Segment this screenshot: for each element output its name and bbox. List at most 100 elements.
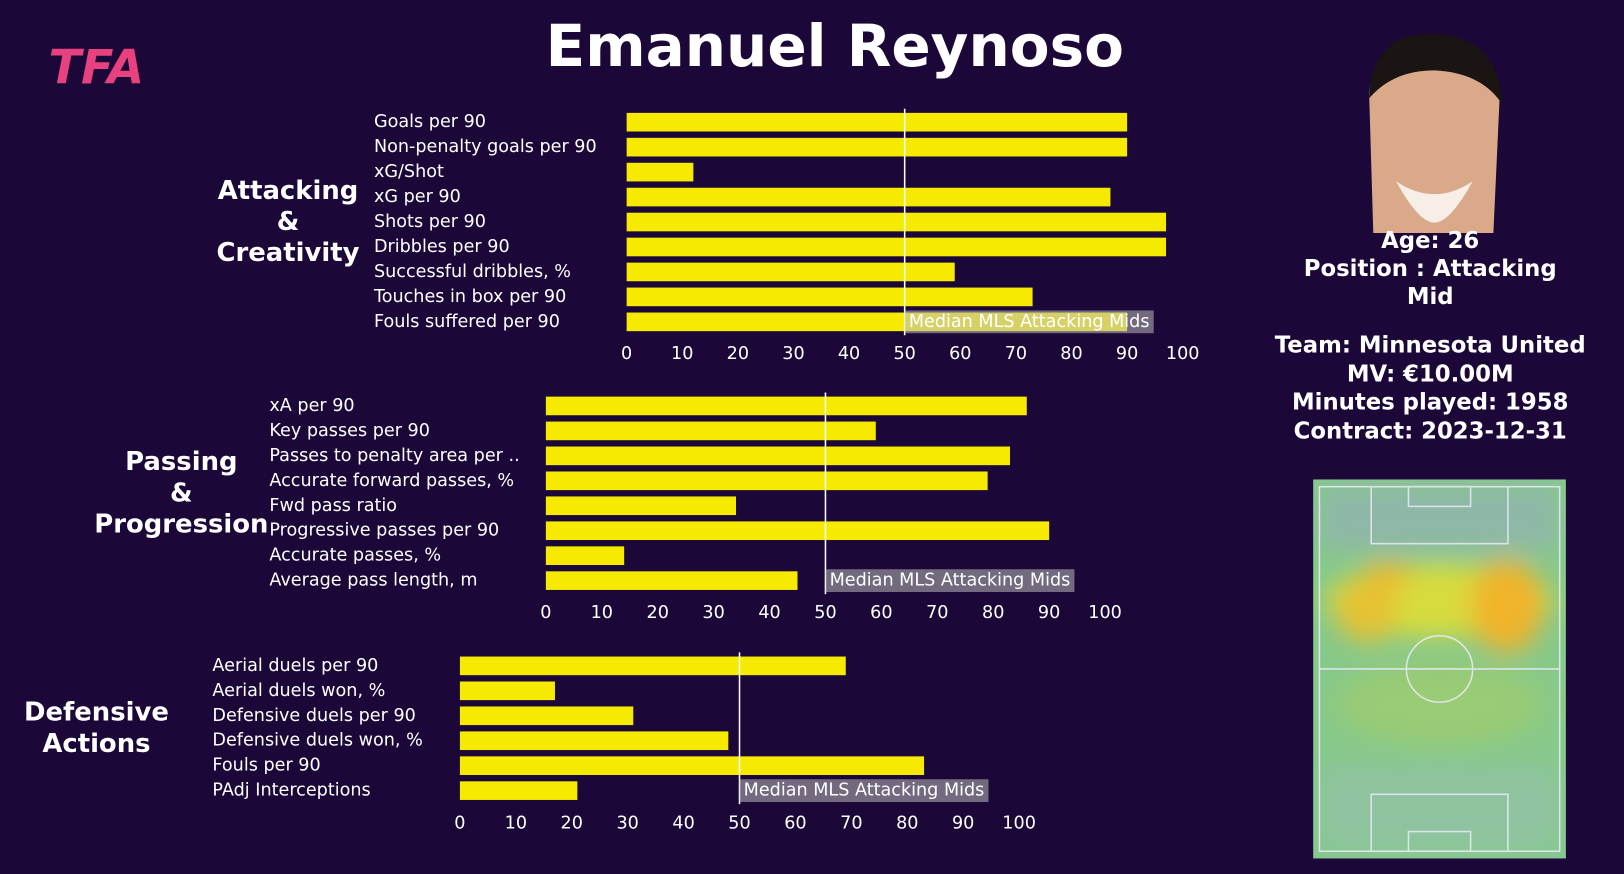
x-tick-label: 10 [671,344,693,364]
x-tick-label: 70 [926,603,948,623]
x-tick-label: 20 [561,813,583,833]
category-label: xG per 90 [374,187,461,207]
median-label-box [904,310,1154,334]
x-tick-label: 40 [672,813,694,833]
median-label: Median MLS Attacking Mids [830,571,1071,591]
category-label: Key passes per 90 [269,421,430,441]
x-tick-label: 90 [1038,603,1060,623]
category-label: Defensive duels per 90 [212,706,415,726]
bar [626,212,1167,232]
category-label: Shots per 90 [374,212,486,232]
category-label: Average pass length, m [269,571,477,591]
x-tick-label: 40 [758,603,780,623]
x-tick-label: 40 [838,344,860,364]
median-label-box [739,779,989,803]
category-label: Touches in box per 90 [373,287,566,307]
x-tick-label: 50 [728,813,750,833]
logo: TFA [49,40,145,95]
section-title: Attacking & Creativity [217,175,360,267]
x-tick-label: 60 [870,603,892,623]
x-tick-label: 20 [727,344,749,364]
x-tick-label: 30 [702,603,724,623]
player-photo [1369,34,1502,233]
bar [545,446,1010,466]
category-label: Passes to penalty area per .. [269,446,519,466]
x-tick-label: 0 [540,603,551,623]
bar-chart: Passing & Progression 0 10 20 30 40 50 60 70 80 90 10… [94,392,1122,623]
median-label: Median MLS Attacking Mids [909,312,1150,332]
category-label: Defensive duels won, % [212,731,422,751]
category-label: Non-penalty goals per 90 [374,137,597,157]
category-label: Accurate forward passes, % [269,471,514,491]
category-label: xG/Shot [374,162,444,182]
player-contract: Contract: 2023-12-31 [1294,418,1567,444]
page-title: Emanuel Reynoso [546,12,1124,80]
x-tick-label: 0 [454,813,465,833]
category-label: Aerial duels won, % [212,681,385,701]
x-tick-label: 100 [1166,344,1200,364]
bar [626,262,955,282]
section-title: Defensive Actions [24,697,169,758]
bar [545,571,798,590]
x-tick-label: 80 [1060,344,1082,364]
x-tick-label: 70 [840,813,862,833]
player-minutes: Minutes played: 1958 [1292,389,1568,415]
section-title: Passing & Progression [94,447,268,539]
bar [459,731,729,751]
category-label: Progressive passes per 90 [269,521,499,541]
player-age: Age: 26 [1381,228,1479,254]
category-label: Accurate passes, % [269,546,441,566]
bar [545,521,1050,541]
category-label: xA per 90 [269,396,354,416]
player-team: Team: Minnesota United [1275,332,1586,358]
category-label: Dribbles per 90 [374,237,510,257]
x-tick-label: 80 [982,603,1004,623]
x-tick-label: 70 [1005,344,1027,364]
median-label-box [825,569,1075,593]
x-tick-label: 60 [784,813,806,833]
bar [459,656,846,676]
bar [545,396,1027,416]
x-tick-label: 50 [893,344,915,364]
bar [459,781,578,800]
x-tick-label: 0 [621,344,632,364]
category-label: Fouls suffered per 90 [374,312,560,332]
x-tick-label: 80 [896,813,918,833]
x-tick-label: 90 [1116,344,1138,364]
player-position: Position : Attacking Mid [1304,256,1557,310]
category-label: Fouls per 90 [212,756,320,776]
category-label: Goals per 90 [374,112,486,132]
bar [626,287,1033,307]
x-tick-label: 20 [647,603,669,623]
bar [545,546,625,565]
player-mv: MV: €10.00M [1347,361,1514,387]
x-tick-label: 100 [1088,603,1122,623]
median-label: Median MLS Attacking Mids [744,781,985,801]
bar [459,756,925,776]
x-tick-label: 60 [949,344,971,364]
bar [626,112,1128,132]
bar [545,421,876,441]
x-tick-label: 30 [782,344,804,364]
heatmap [1313,479,1566,859]
x-tick-label: 10 [591,603,613,623]
x-tick-label: 30 [616,813,638,833]
bar [545,496,736,516]
bar-chart: Attacking & Creativity 0 10 20 30 40 50 60 70 80 90 1… [217,108,1200,364]
bar [459,681,555,701]
x-tick-label: 90 [952,813,974,833]
x-tick-label: 10 [505,813,527,833]
bar [459,706,634,726]
category-label: Aerial duels per 90 [212,656,378,676]
bar [626,162,694,182]
x-tick-label: 50 [814,603,836,623]
bar [545,471,988,491]
bar-chart: Defensive Actions 0 10 20 30 40 50 60 70 80 90 100 Ae… [24,652,1036,833]
category-label: Fwd pass ratio [269,496,397,516]
category-label: PAdj Interceptions [212,781,370,801]
bar [626,237,1167,257]
category-label: Successful dribbles, % [374,262,571,282]
bar [626,187,1111,207]
x-tick-label: 100 [1002,813,1036,833]
